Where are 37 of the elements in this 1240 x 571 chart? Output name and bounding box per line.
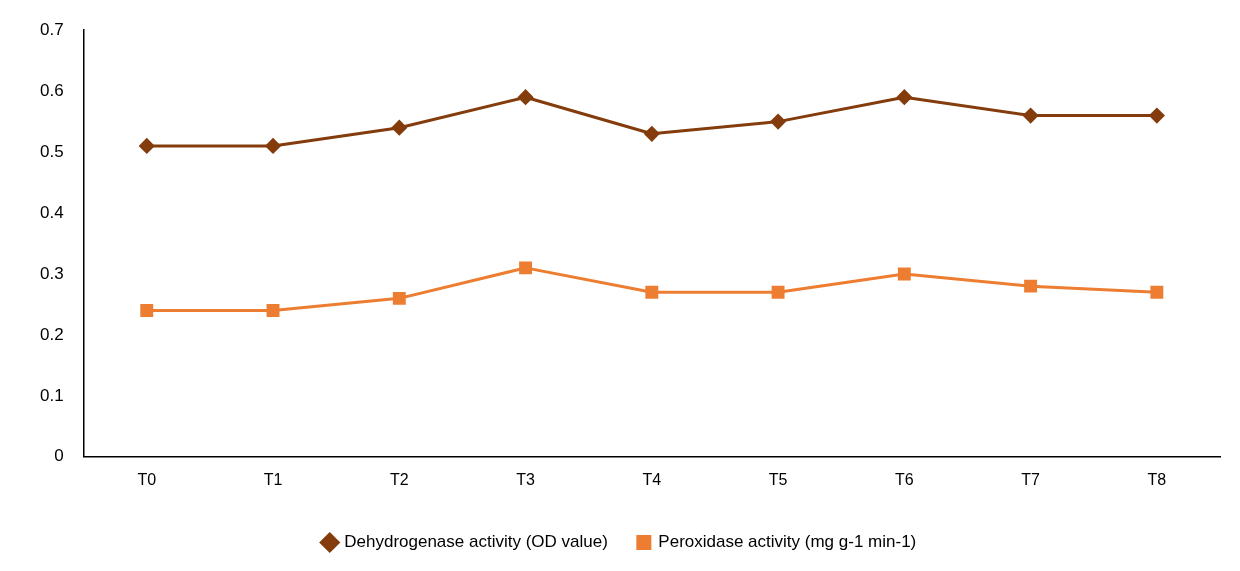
point bbox=[519, 261, 532, 275]
point bbox=[1023, 108, 1039, 124]
y-tick-label: 0 bbox=[54, 446, 64, 466]
x-tick-label: T6 bbox=[895, 470, 914, 488]
point bbox=[265, 138, 281, 154]
point bbox=[139, 138, 155, 154]
x-tick-label: T7 bbox=[1021, 470, 1041, 488]
point bbox=[771, 285, 785, 299]
point bbox=[897, 267, 911, 281]
point bbox=[1150, 285, 1164, 299]
point bbox=[645, 285, 659, 299]
x-tick-label: T5 bbox=[768, 470, 788, 488]
y-tick-label: 0.2 bbox=[39, 324, 64, 344]
point bbox=[644, 126, 660, 142]
y-tick-label: 0.5 bbox=[39, 141, 64, 161]
x-tick-label: T8 bbox=[1147, 470, 1167, 488]
point bbox=[1149, 108, 1165, 124]
point bbox=[1024, 279, 1038, 293]
y-tick-label: 0.4 bbox=[39, 202, 64, 222]
x-tick-label: T3 bbox=[516, 470, 535, 488]
point bbox=[518, 89, 534, 105]
y-tick-label: 0.6 bbox=[39, 80, 64, 100]
legend-label: Peroxidase activity (mg g-1 min-1) bbox=[658, 532, 917, 552]
y-tick-label: 0.7 bbox=[39, 19, 64, 39]
point bbox=[770, 114, 786, 130]
y-tick-label: 0.3 bbox=[39, 263, 64, 283]
point bbox=[392, 291, 406, 305]
x-tick-label: T4 bbox=[642, 470, 662, 488]
y-tick-label: 0.1 bbox=[39, 385, 64, 405]
x-tick-label: T1 bbox=[263, 470, 283, 488]
point bbox=[896, 89, 912, 105]
point bbox=[391, 120, 407, 136]
point bbox=[266, 304, 280, 317]
x-tick-label: T0 bbox=[137, 470, 157, 488]
legend-label: Dehydrogenase activity (OD value) bbox=[344, 532, 608, 552]
x-tick-label: T2 bbox=[389, 470, 409, 488]
point bbox=[140, 304, 154, 317]
